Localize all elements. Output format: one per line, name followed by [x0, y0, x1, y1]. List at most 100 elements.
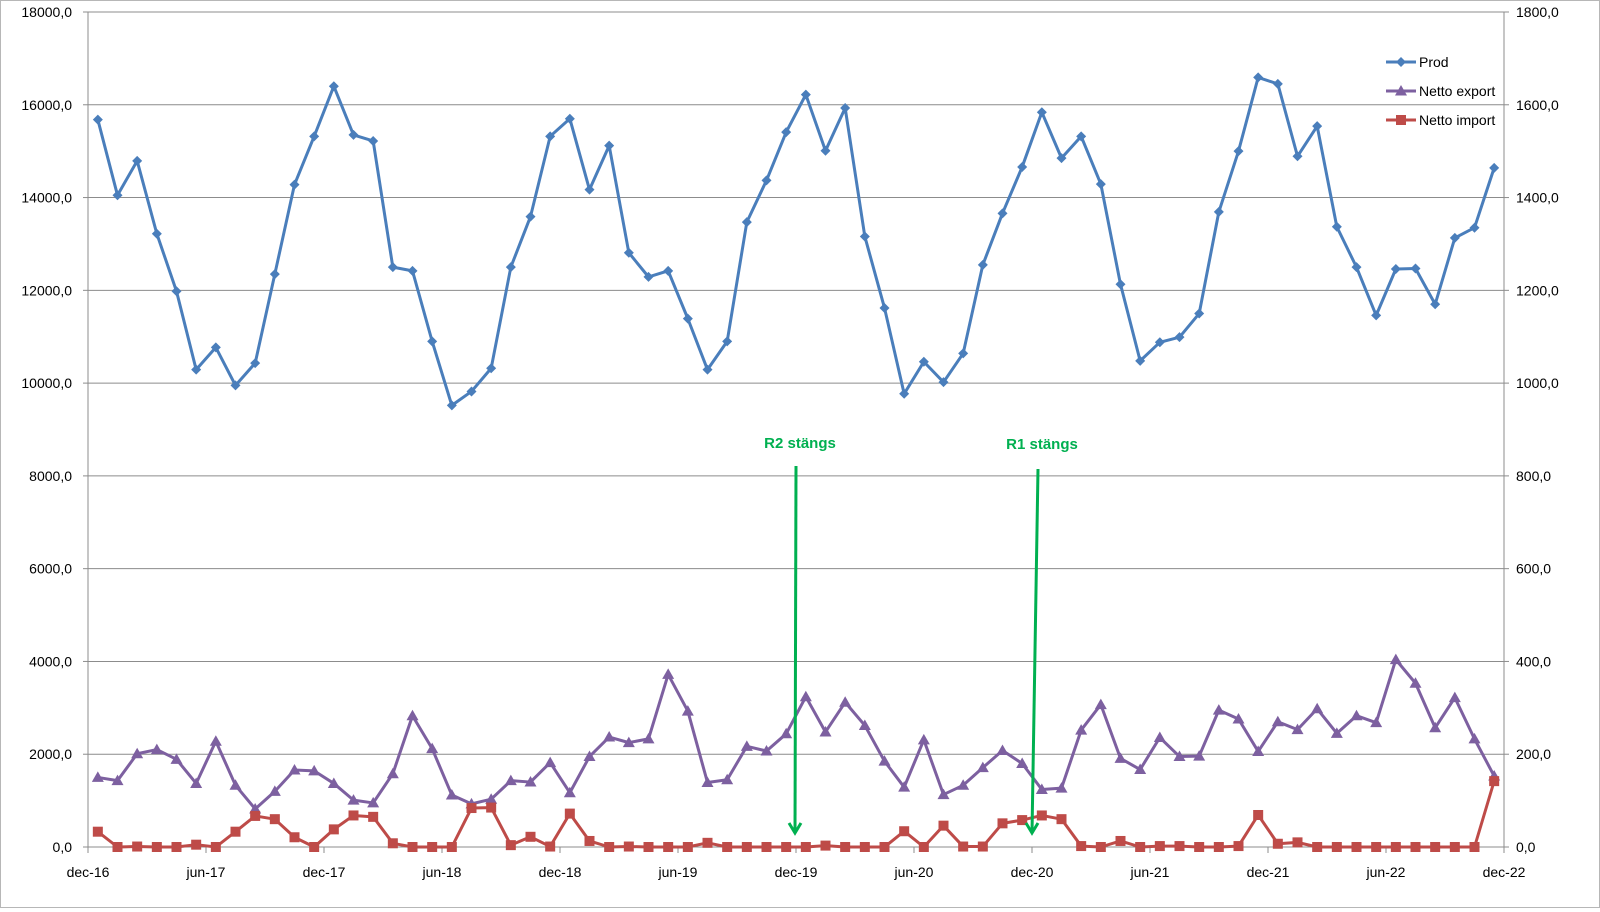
- data-point-marker: [682, 313, 693, 324]
- data-point-marker: [1350, 709, 1363, 721]
- data-point-marker: [524, 776, 537, 787]
- data-point-marker: [92, 826, 103, 837]
- data-point-marker: [1114, 752, 1127, 763]
- data-point-marker: [1291, 723, 1304, 735]
- data-point-marker: [1173, 750, 1186, 762]
- data-point-marker: [997, 818, 1008, 829]
- data-point-marker: [466, 386, 477, 397]
- data-point-marker: [1272, 78, 1283, 89]
- data-point-marker: [662, 668, 675, 679]
- data-point-marker: [1396, 57, 1406, 67]
- data-point-marker: [1272, 838, 1283, 849]
- data-point-marker: [859, 842, 870, 852]
- data-point-marker: [643, 271, 654, 282]
- data-point-marker: [327, 777, 340, 788]
- data-point-marker: [1153, 731, 1166, 743]
- data-point-marker: [1351, 842, 1362, 852]
- data-point-marker: [643, 842, 654, 852]
- data-point-marker: [1312, 121, 1323, 132]
- data-point-marker: [308, 764, 321, 776]
- data-point-marker: [918, 356, 929, 367]
- data-point-marker: [170, 753, 183, 764]
- data-point-marker: [1253, 809, 1264, 820]
- data-point-marker: [1489, 162, 1500, 173]
- y-right-tick-label: 400,0: [1516, 653, 1551, 669]
- data-point-marker: [958, 348, 969, 359]
- data-point-marker: [1430, 842, 1441, 852]
- data-point-marker: [1174, 332, 1185, 343]
- data-point-marker: [1212, 704, 1225, 715]
- data-point-marker: [505, 840, 516, 851]
- data-point-marker: [722, 336, 733, 347]
- data-point-marker: [289, 179, 300, 190]
- legend-label: Netto import: [1419, 112, 1495, 128]
- x-tick-label: jun-17: [186, 864, 226, 880]
- data-point-marker: [1135, 355, 1146, 366]
- data-point-marker: [1292, 837, 1303, 848]
- data-point-marker: [171, 286, 182, 297]
- data-point-marker: [820, 145, 831, 156]
- annotation-arrowhead: [1024, 822, 1040, 836]
- data-point-marker: [1017, 161, 1028, 172]
- data-point-marker: [1036, 107, 1047, 118]
- data-point-marker: [1430, 299, 1441, 310]
- data-point-marker: [1233, 841, 1244, 852]
- data-point-marker: [1134, 763, 1147, 775]
- data-point-marker: [132, 155, 143, 166]
- data-point-marker: [858, 719, 871, 730]
- y-left-tick-label: 18000,0: [21, 4, 72, 20]
- data-point-marker: [879, 842, 890, 852]
- data-point-marker: [1468, 732, 1481, 744]
- data-point-marker: [368, 135, 379, 146]
- x-tick-label: dec-21: [1247, 864, 1290, 880]
- y-right-tick-label: 0,0: [1516, 839, 1536, 855]
- data-point-marker: [544, 756, 557, 768]
- y-left-tick-label: 14000,0: [21, 190, 72, 206]
- data-point-marker: [545, 841, 556, 852]
- data-point-marker: [622, 736, 635, 748]
- data-point-marker: [91, 771, 104, 782]
- data-point-marker: [760, 744, 773, 756]
- data-point-marker: [1017, 815, 1028, 826]
- data-point-marker: [761, 842, 772, 852]
- series-netto-import: [92, 776, 1500, 852]
- annotation-arrowhead: [787, 822, 803, 836]
- annotation-arrow-shaft: [793, 465, 798, 834]
- data-point-marker: [840, 842, 851, 852]
- data-point-marker: [1174, 841, 1185, 852]
- data-point-marker: [1429, 721, 1442, 733]
- y-left-tick-label: 0,0: [53, 839, 73, 855]
- legend-label: Prod: [1419, 54, 1449, 70]
- y-left-tick-label: 2000,0: [29, 746, 72, 762]
- data-point-marker: [938, 377, 949, 388]
- data-point-marker: [1036, 810, 1047, 821]
- data-point-marker: [642, 732, 655, 744]
- data-point-marker: [427, 842, 438, 852]
- data-point-marker: [1213, 842, 1224, 852]
- y-right-tick-label: 1800,0: [1516, 4, 1559, 20]
- data-point-marker: [269, 814, 280, 825]
- data-point-marker: [1469, 222, 1480, 233]
- data-point-marker: [250, 358, 261, 369]
- y-left-tick-label: 8000,0: [29, 468, 72, 484]
- data-point-marker: [1331, 842, 1342, 852]
- data-point-marker: [1135, 842, 1146, 852]
- annotation-2: R1 stängs: [1006, 436, 1078, 836]
- data-point-marker: [584, 835, 595, 846]
- data-point-marker: [976, 761, 989, 773]
- data-point-marker: [1115, 835, 1126, 846]
- data-point-marker: [486, 802, 497, 813]
- data-point-marker: [1371, 310, 1382, 321]
- data-point-marker: [407, 265, 418, 276]
- data-point-marker: [309, 131, 320, 142]
- data-point-marker: [525, 211, 536, 222]
- data-point-marker: [112, 190, 123, 201]
- x-tick-label: dec-22: [1483, 864, 1526, 880]
- data-point-marker: [1154, 841, 1165, 852]
- data-point-marker: [761, 175, 772, 186]
- y-left-tick-label: 10000,0: [21, 375, 72, 391]
- data-point-marker: [682, 842, 693, 852]
- data-point-marker: [368, 811, 379, 822]
- y-right-tick-label: 1200,0: [1516, 282, 1559, 298]
